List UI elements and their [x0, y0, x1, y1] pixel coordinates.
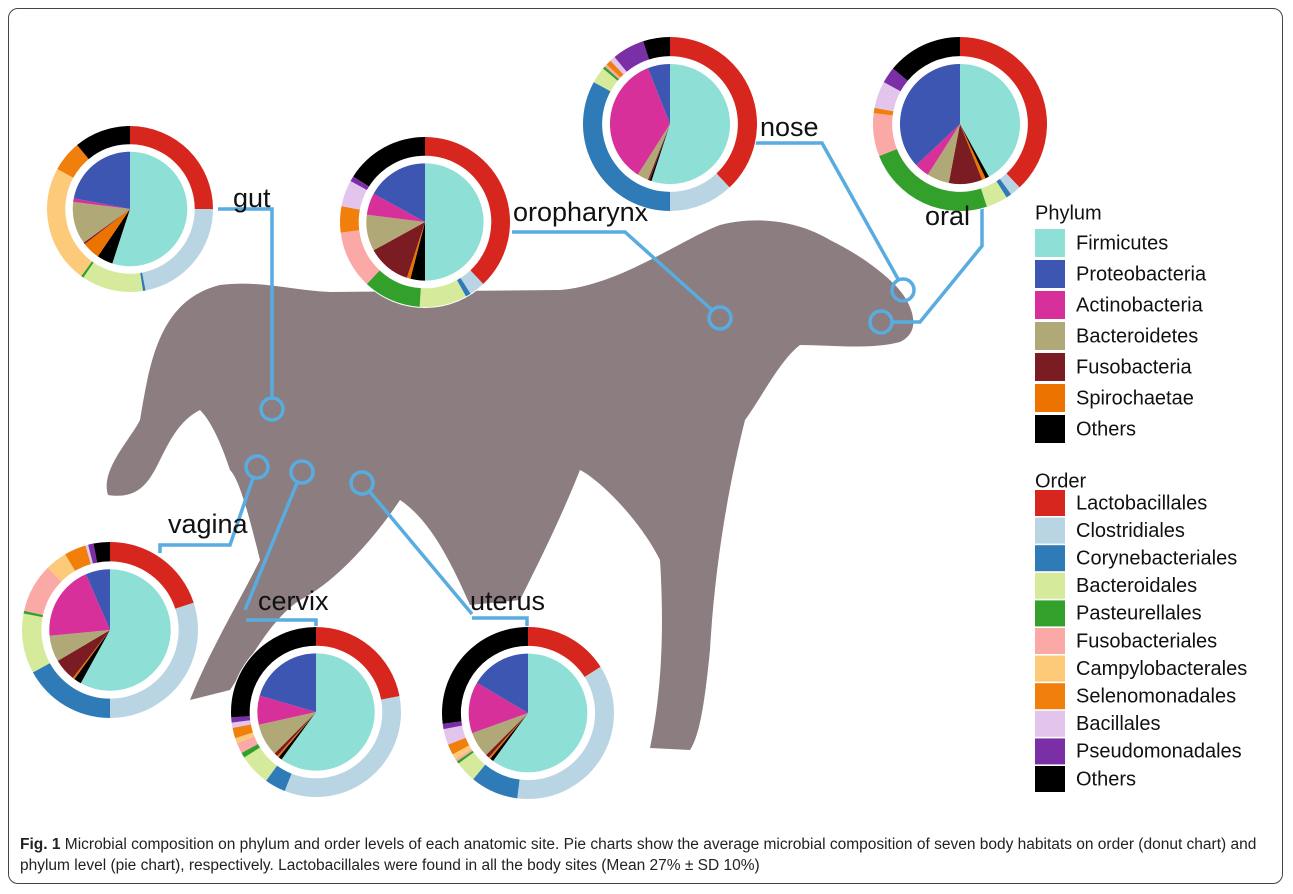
site-label: gut — [233, 183, 271, 213]
site-label: cervix — [258, 586, 329, 616]
site-label: uterus — [470, 586, 545, 616]
legend-swatch — [1035, 600, 1065, 626]
caption-label: Fig. 1 — [20, 836, 60, 853]
legend-swatch — [1035, 415, 1065, 443]
site-label: oropharynx — [513, 197, 649, 227]
legend-label: Actinobacteria — [1076, 294, 1204, 316]
page: {"chart_data": {"type": "donut-pie", "ph… — [0, 0, 1293, 894]
site-label: vagina — [168, 509, 249, 539]
legend-swatch — [1035, 490, 1065, 516]
legend-label: Corynebacteriales — [1076, 547, 1237, 569]
legend-swatch — [1035, 353, 1065, 381]
caption: Fig. 1 Microbial composition on phylum a… — [20, 834, 1270, 876]
legend-swatch — [1035, 573, 1065, 599]
legend-label: Others — [1076, 418, 1136, 440]
legend-label: Campylobacterales — [1076, 658, 1247, 680]
legend-swatch — [1035, 545, 1065, 571]
legend-label: Lactobacillales — [1076, 492, 1207, 514]
legend-swatch — [1035, 711, 1065, 737]
legend-swatch — [1035, 384, 1065, 412]
legend-label: Bacteroidetes — [1076, 325, 1198, 347]
legend-label: Firmicutes — [1076, 232, 1168, 254]
site-label: oral — [925, 201, 970, 231]
legend-label: Pseudomonadales — [1076, 741, 1242, 763]
chart: Phylum Order gut oropharynx nose oral vagina… — [0, 0, 1293, 830]
legend-label: Proteobacteria — [1076, 263, 1207, 285]
legend-title: Order — [1035, 470, 1086, 492]
legend-label: Fusobacteriales — [1076, 630, 1217, 652]
legend-swatch — [1035, 291, 1065, 319]
legend-swatch — [1035, 683, 1065, 709]
legend-swatch — [1035, 260, 1065, 288]
legend-swatch — [1035, 628, 1065, 654]
legend-swatch — [1035, 656, 1065, 682]
legend-label: Others — [1076, 768, 1136, 790]
legend-swatch — [1035, 322, 1065, 350]
legend-label: Selenomonadales — [1076, 685, 1236, 707]
legend-swatch — [1035, 766, 1065, 792]
legend-label: Spirochaetae — [1076, 387, 1194, 409]
legend-title: Phylum — [1035, 202, 1102, 224]
donut-segment — [340, 206, 360, 233]
legend-label: Clostridiales — [1076, 520, 1185, 542]
caption-text: Microbial composition on phylum and orde… — [20, 836, 1256, 874]
site-label: nose — [760, 112, 819, 142]
legend-swatch — [1035, 229, 1065, 257]
legend-swatch — [1035, 738, 1065, 764]
legend-label: Fusobacteria — [1076, 356, 1192, 378]
legend-swatch — [1035, 518, 1065, 544]
legend-label: Bacteroidales — [1076, 575, 1197, 597]
legend-label: Bacillales — [1076, 713, 1160, 735]
legend-label: Pasteurellales — [1076, 603, 1202, 625]
